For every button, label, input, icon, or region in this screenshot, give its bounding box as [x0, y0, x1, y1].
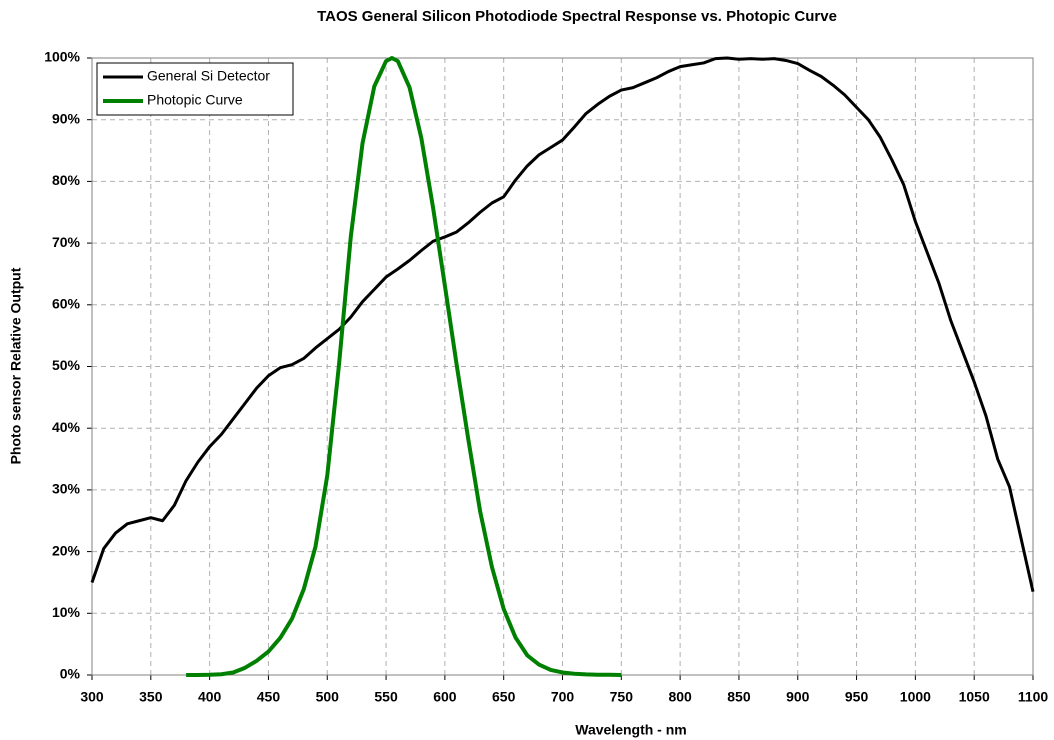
- y-tick-label: 0%: [60, 666, 81, 682]
- x-tick-label: 500: [316, 689, 340, 705]
- x-tick-label: 850: [727, 689, 751, 705]
- series-line: [90, 56, 1035, 593]
- x-axis-label: Wavelength - nm: [575, 722, 687, 738]
- legend-box: [96, 62, 294, 116]
- x-tick-label: 550: [374, 689, 398, 705]
- x-tick-label: 1000: [900, 689, 931, 705]
- x-tick-label: 700: [551, 689, 575, 705]
- x-tick-label: 750: [610, 689, 634, 705]
- x-tick-label: 800: [668, 689, 692, 705]
- x-tick-label: 1050: [959, 689, 990, 705]
- y-tick-label: 90%: [52, 110, 81, 126]
- plot-frame: [91, 57, 1034, 676]
- y-tick-label: 40%: [52, 419, 81, 435]
- x-tick-label: 600: [433, 689, 457, 705]
- chart-title: TAOS General Silicon Photodiode Spectral…: [317, 8, 837, 25]
- x-tick-label: 300: [80, 689, 104, 705]
- legend-label: General Si Detector: [147, 68, 270, 84]
- x-tick-label: 450: [257, 689, 281, 705]
- y-tick-label: 80%: [52, 172, 81, 188]
- y-tick-label: 60%: [52, 296, 81, 312]
- x-tick-label: 650: [492, 689, 516, 705]
- x-tick-label: 400: [198, 689, 222, 705]
- x-tick-label: 1100: [1018, 689, 1049, 705]
- x-tick-label: 350: [139, 689, 163, 705]
- x-tick-label: 950: [845, 689, 869, 705]
- y-axis-label: Photo sensor Relative Output: [8, 267, 24, 464]
- legend-label: Photopic Curve: [147, 92, 243, 108]
- y-tick-label: 50%: [52, 357, 81, 373]
- y-tick-label: 20%: [52, 542, 81, 558]
- y-tick-label: 10%: [52, 604, 81, 620]
- x-tick-label: 900: [786, 689, 810, 705]
- y-tick-label: 30%: [52, 481, 81, 497]
- legend: General Si Detector Photopic Curve: [96, 62, 294, 116]
- series-line: [186, 56, 622, 677]
- y-tick-label: 100%: [44, 49, 80, 65]
- y-tick-label: 70%: [52, 234, 81, 250]
